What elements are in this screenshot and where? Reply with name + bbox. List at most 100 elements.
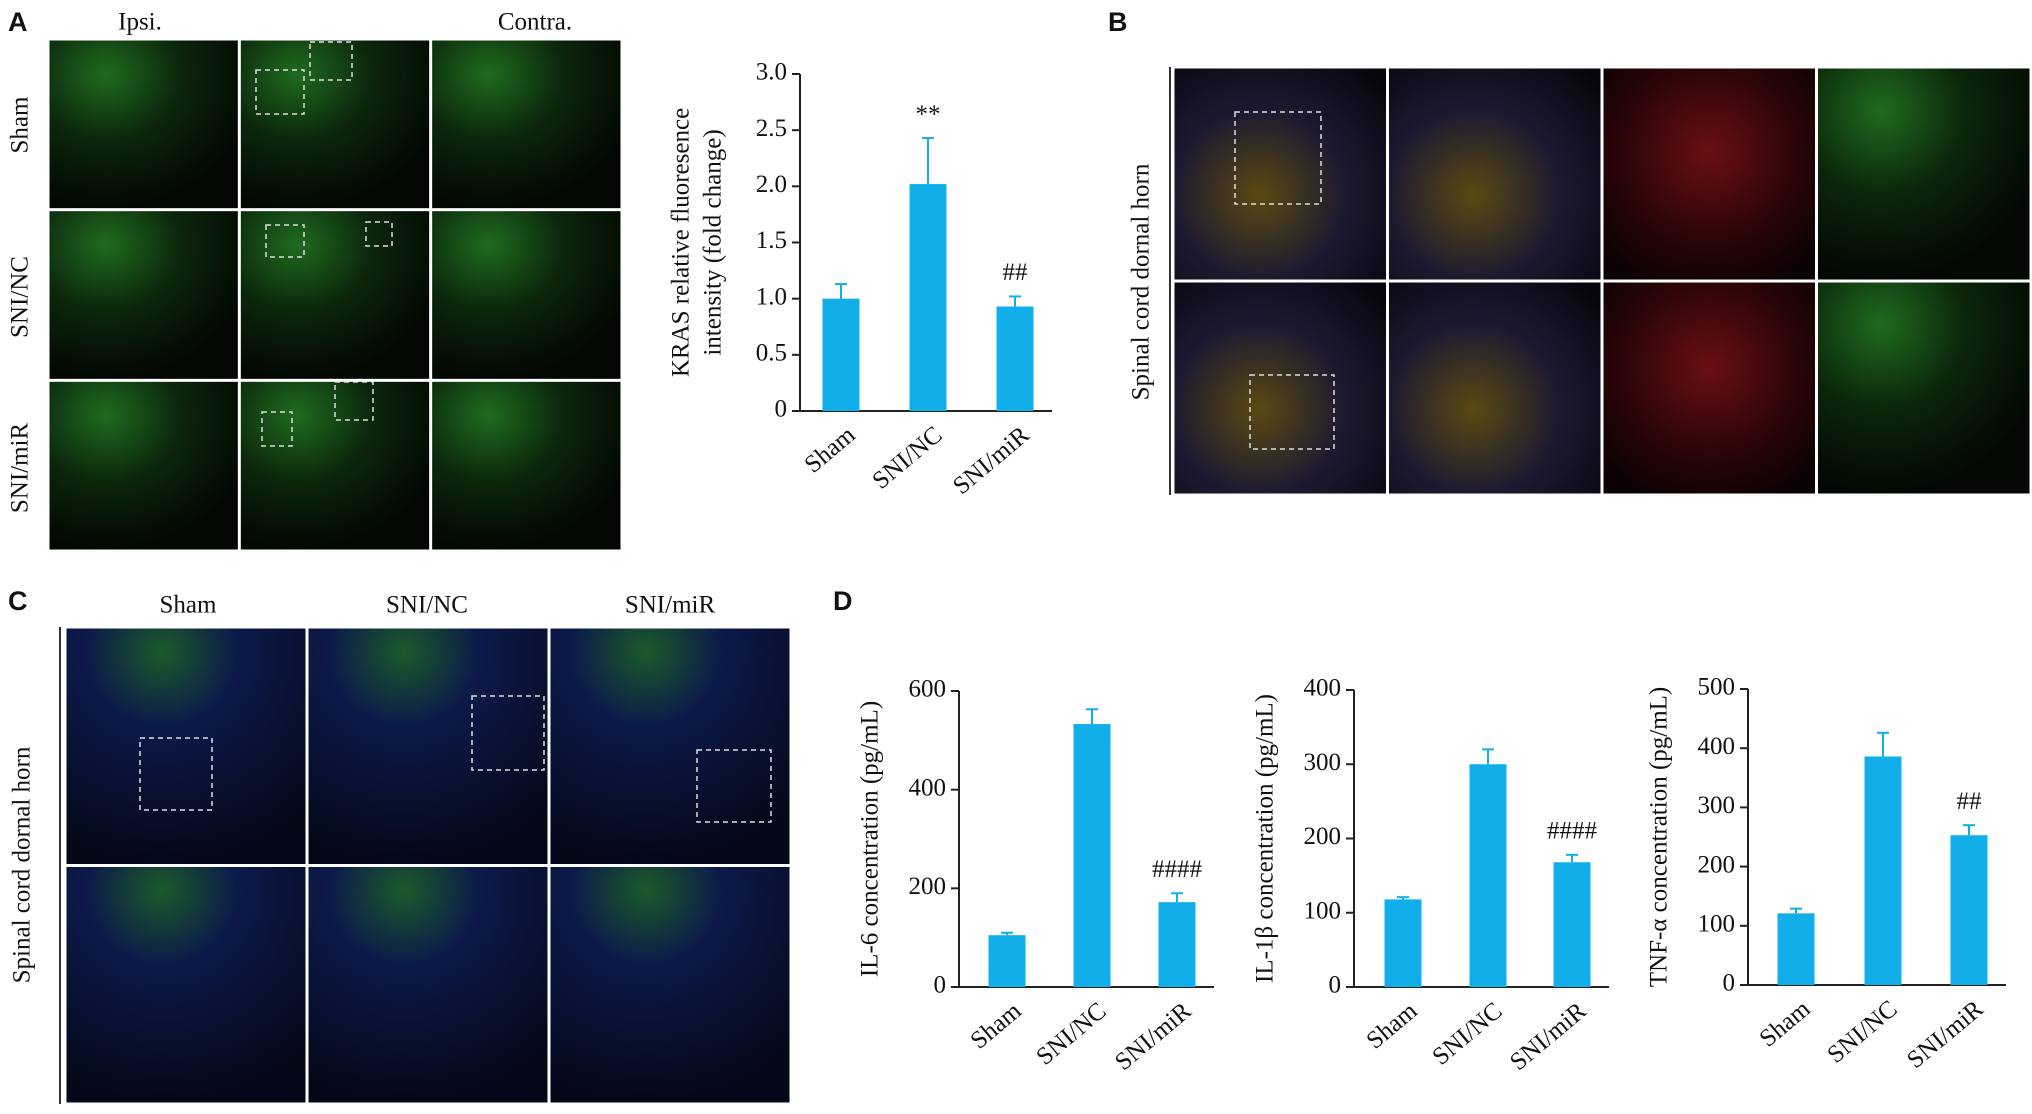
micrograph xyxy=(66,628,306,864)
micrograph xyxy=(49,211,238,379)
y-axis-label: intensity (fold change) xyxy=(700,129,727,355)
panel-label: B xyxy=(1108,7,1128,37)
column-label: Contra. xyxy=(498,9,572,36)
bar xyxy=(909,184,947,411)
micrograph xyxy=(49,40,238,209)
y-axis-label: IL-6 concentration (pg/mL) xyxy=(857,701,884,977)
micrograph xyxy=(49,381,238,550)
column-label: Sham xyxy=(160,592,218,619)
side-label: Spinal cord dornal horn xyxy=(1128,163,1155,400)
micrograph xyxy=(66,867,306,1103)
x-tick-label: SNI/NC xyxy=(1822,995,1902,1068)
y-tick-label: 200 xyxy=(909,873,947,900)
significance-label: #### xyxy=(1547,818,1598,845)
zoom-box xyxy=(265,224,305,258)
micrograph xyxy=(1818,68,2030,280)
y-tick-label: 0 xyxy=(1723,970,1736,997)
y-tick-label: 1.5 xyxy=(756,227,787,254)
x-tick-label: SNI/miR xyxy=(1110,997,1197,1076)
y-tick-label: 500 xyxy=(1698,674,1736,701)
y-tick-label: 300 xyxy=(1698,792,1736,819)
bar xyxy=(996,306,1034,411)
zoom-box xyxy=(1234,111,1322,205)
y-tick-label: 200 xyxy=(1304,823,1342,850)
zoom-box xyxy=(255,69,305,115)
micrograph xyxy=(240,40,430,209)
micrograph xyxy=(240,381,430,550)
micrograph xyxy=(550,628,790,864)
bar xyxy=(822,298,860,411)
panel-label: C xyxy=(8,586,28,616)
y-tick-label: 100 xyxy=(1698,911,1736,938)
y-tick-label: 2.5 xyxy=(756,115,787,142)
x-tick-label: SNI/miR xyxy=(1902,995,1989,1074)
zoom-box xyxy=(696,749,772,823)
micrograph xyxy=(1389,68,1601,280)
bar xyxy=(1073,724,1111,987)
micrograph xyxy=(432,381,621,550)
x-tick-label: SNI/miR xyxy=(1505,997,1592,1076)
y-tick-label: 400 xyxy=(909,774,947,801)
y-tick-label: 300 xyxy=(1304,749,1342,776)
zoom-box xyxy=(365,221,393,247)
x-tick-label: Sham xyxy=(966,997,1027,1055)
y-tick-label: 2.0 xyxy=(756,171,787,198)
micrograph xyxy=(308,628,548,864)
y-tick-label: 0 xyxy=(775,396,788,423)
significance-label: ## xyxy=(1003,259,1029,286)
column-label: Ipsi. xyxy=(118,9,162,36)
x-tick-label: SNI/NC xyxy=(867,421,947,494)
y-axis-label: KRAS relative fluoresence xyxy=(668,108,695,377)
bar xyxy=(1553,862,1591,987)
micrograph xyxy=(240,211,430,379)
bar xyxy=(1950,835,1988,985)
column-label: SNI/NC xyxy=(386,592,468,619)
side-label: Spinal cord dornal horn xyxy=(9,746,36,983)
y-tick-label: 400 xyxy=(1698,733,1736,760)
zoom-box xyxy=(471,695,545,771)
zoom-box xyxy=(334,381,374,421)
x-tick-label: SNI/NC xyxy=(1031,997,1111,1070)
x-tick-label: SNI/NC xyxy=(1427,997,1507,1070)
bar xyxy=(1384,899,1422,987)
row-label: Sham xyxy=(7,96,34,154)
column-label: SNI/miR xyxy=(625,592,716,619)
y-tick-label: 0 xyxy=(934,972,947,999)
y-tick-label: 400 xyxy=(1304,675,1342,702)
y-tick-label: 600 xyxy=(909,676,947,703)
zoom-box xyxy=(309,41,353,81)
micrograph xyxy=(1603,68,1815,280)
x-tick-label: SNI/miR xyxy=(948,421,1035,500)
bar xyxy=(1158,902,1196,987)
zoom-box xyxy=(139,737,213,811)
x-tick-label: Sham xyxy=(800,421,861,479)
significance-label: #### xyxy=(1152,856,1203,883)
x-tick-label: Sham xyxy=(1362,997,1423,1055)
micrograph xyxy=(550,867,790,1103)
micrograph xyxy=(1174,282,1386,494)
significance-label: ## xyxy=(1957,788,1983,815)
bar xyxy=(1777,913,1815,985)
y-tick-label: 0 xyxy=(1329,972,1342,999)
y-tick-label: 100 xyxy=(1304,897,1342,924)
micrograph xyxy=(1174,68,1386,280)
y-tick-label: 3.0 xyxy=(756,59,787,86)
y-axis-label: IL-1β concentration (pg/mL) xyxy=(1252,694,1279,983)
bar xyxy=(988,935,1026,987)
y-tick-label: 200 xyxy=(1698,851,1736,878)
zoom-box xyxy=(1249,374,1335,450)
bar xyxy=(1469,764,1507,987)
zoom-box xyxy=(261,411,293,447)
y-axis-label: TNF-α concentration (pg/mL) xyxy=(1646,687,1673,988)
micrograph xyxy=(432,40,621,209)
micrograph xyxy=(1818,282,2030,494)
panel-label: A xyxy=(8,7,28,37)
x-tick-label: Sham xyxy=(1755,995,1816,1053)
significance-label: ** xyxy=(916,101,941,128)
micrograph xyxy=(432,211,621,379)
micrograph xyxy=(1389,282,1601,494)
panel-label: D xyxy=(833,586,853,616)
row-label: SNI/NC xyxy=(7,256,34,338)
row-label: SNI/miR xyxy=(7,423,34,514)
